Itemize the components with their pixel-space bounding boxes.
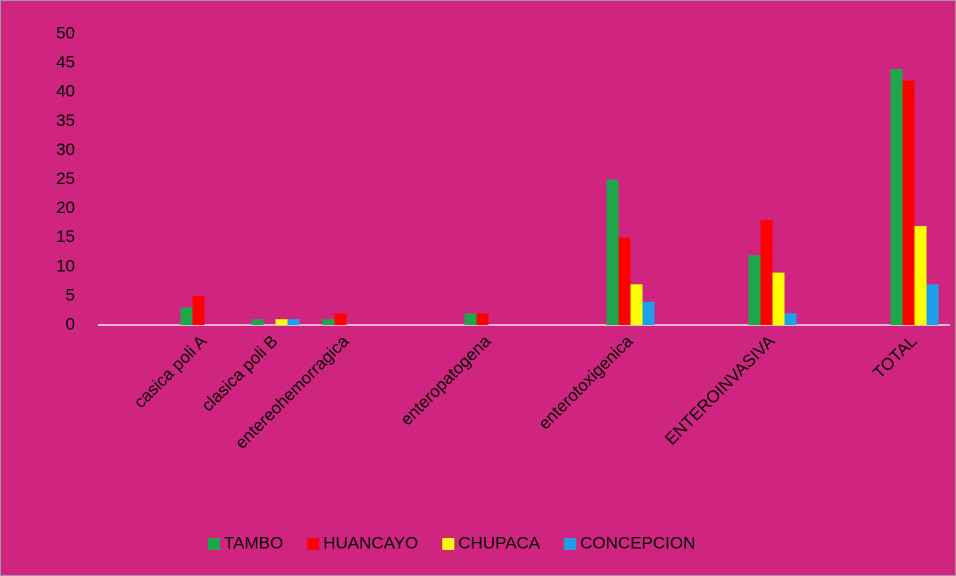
bar (642, 301, 655, 325)
bar (748, 255, 761, 325)
legend-label: CHUPACA (458, 533, 541, 552)
y-tick-label: 15 (56, 227, 75, 246)
y-tick-label: 30 (56, 140, 75, 159)
bar (464, 313, 477, 325)
y-tick-label: 5 (66, 285, 75, 304)
bar (772, 272, 785, 325)
bar (275, 319, 288, 325)
bar (618, 237, 631, 325)
bar (476, 313, 489, 325)
legend-label: TAMBO (224, 533, 283, 552)
bar (322, 319, 335, 325)
bar (287, 319, 300, 325)
bar (784, 313, 797, 325)
bar (914, 226, 927, 325)
y-tick-label: 20 (56, 198, 75, 217)
bar (192, 295, 205, 325)
bar (902, 80, 915, 325)
bar (760, 220, 773, 325)
bar (926, 284, 939, 325)
legend-swatch (442, 538, 455, 550)
y-tick-label: 0 (66, 314, 75, 333)
y-tick-label: 10 (56, 256, 75, 275)
bar (180, 307, 193, 325)
legend-swatch (208, 538, 220, 550)
y-tick-label: 45 (56, 53, 75, 72)
bar (606, 179, 619, 325)
bar (334, 313, 347, 325)
legend-label: CONCEPCION (580, 533, 695, 552)
y-tick-label: 40 (56, 82, 75, 101)
bar (890, 68, 903, 326)
legend-label: HUANCAYO (323, 533, 418, 552)
legend-swatch (307, 538, 320, 550)
bar (251, 319, 264, 325)
bar (630, 284, 643, 325)
y-tick-label: 50 (56, 23, 75, 42)
y-tick-label: 25 (56, 169, 75, 188)
y-tick-label: 35 (56, 111, 75, 130)
legend-swatch (564, 538, 577, 550)
